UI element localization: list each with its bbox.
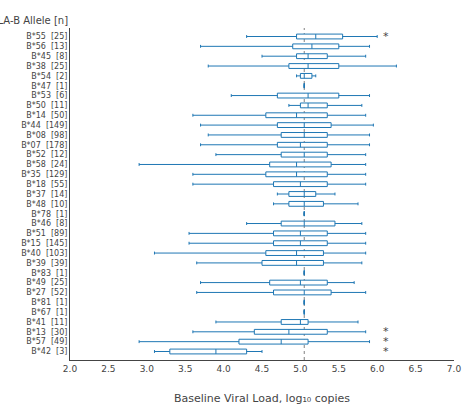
- svg-text:HLA-B Allele [n]: HLA-B Allele [n]: [0, 15, 68, 26]
- svg-text:B*45 [8]: B*45 [8]: [31, 52, 67, 61]
- svg-text:B*47 [1]: B*47 [1]: [31, 82, 67, 91]
- svg-text:B*38 [25]: B*38 [25]: [26, 62, 67, 71]
- svg-text:3.5: 3.5: [178, 364, 192, 374]
- svg-text:*: *: [383, 335, 389, 348]
- svg-text:B*78 [1]: B*78 [1]: [31, 209, 67, 218]
- svg-text:B*55 [25]: B*55 [25]: [26, 32, 67, 41]
- svg-text:*: *: [383, 30, 389, 43]
- svg-text:B*67 [1]: B*67 [1]: [31, 308, 67, 317]
- svg-text:B*27 [52]: B*27 [52]: [26, 288, 67, 297]
- svg-text:B*15 [145]: B*15 [145]: [21, 239, 67, 248]
- svg-text:2.0: 2.0: [63, 364, 78, 374]
- svg-text:B*40 [103]: B*40 [103]: [21, 249, 67, 258]
- svg-text:B*18 [55]: B*18 [55]: [26, 180, 67, 189]
- svg-text:*: *: [383, 325, 389, 338]
- svg-text:B*48 [10]: B*48 [10]: [26, 200, 67, 209]
- svg-text:5.0: 5.0: [293, 364, 308, 374]
- svg-text:2.5: 2.5: [101, 364, 115, 374]
- svg-text:B*49 [25]: B*49 [25]: [26, 278, 67, 287]
- svg-text:B*56 [13]: B*56 [13]: [26, 42, 67, 51]
- svg-text:B*08 [98]: B*08 [98]: [26, 131, 67, 140]
- svg-text:B*41 [11]: B*41 [11]: [26, 318, 67, 327]
- svg-text:B*52 [12]: B*52 [12]: [26, 150, 67, 159]
- svg-text:B*54 [2]: B*54 [2]: [31, 72, 67, 81]
- svg-text:5.5: 5.5: [332, 364, 346, 374]
- svg-text:B*14 [50]: B*14 [50]: [26, 111, 67, 120]
- svg-text:Baseline Viral Load, log₁₀ cop: Baseline Viral Load, log₁₀ copies: [174, 392, 350, 405]
- svg-text:B*46 [8]: B*46 [8]: [31, 219, 67, 228]
- svg-text:B*83 [1]: B*83 [1]: [31, 269, 67, 278]
- svg-text:6.0: 6.0: [370, 364, 385, 374]
- svg-text:B*51 [89]: B*51 [89]: [26, 229, 67, 238]
- svg-text:B*81 [1]: B*81 [1]: [31, 298, 67, 307]
- svg-text:B*57 [49]: B*57 [49]: [26, 337, 67, 346]
- svg-text:B*07 [178]: B*07 [178]: [21, 141, 67, 150]
- svg-text:3.0: 3.0: [140, 364, 155, 374]
- svg-text:B*53 [6]: B*53 [6]: [31, 91, 67, 100]
- svg-text:B*13 [30]: B*13 [30]: [26, 328, 67, 337]
- svg-text:B*39 [39]: B*39 [39]: [26, 259, 67, 268]
- svg-text:*: *: [383, 345, 389, 358]
- svg-text:B*42 [3]: B*42 [3]: [31, 347, 67, 356]
- svg-text:B*50 [11]: B*50 [11]: [26, 101, 67, 110]
- svg-text:4.0: 4.0: [216, 364, 231, 374]
- svg-text:B*58 [24]: B*58 [24]: [26, 160, 67, 169]
- svg-text:6.5: 6.5: [408, 364, 422, 374]
- svg-text:B*35 [129]: B*35 [129]: [21, 170, 67, 179]
- svg-text:4.5: 4.5: [255, 364, 269, 374]
- svg-text:B*44 [149]: B*44 [149]: [21, 121, 67, 130]
- svg-text:B*37 [14]: B*37 [14]: [26, 190, 67, 199]
- svg-text:7.0: 7.0: [447, 364, 462, 374]
